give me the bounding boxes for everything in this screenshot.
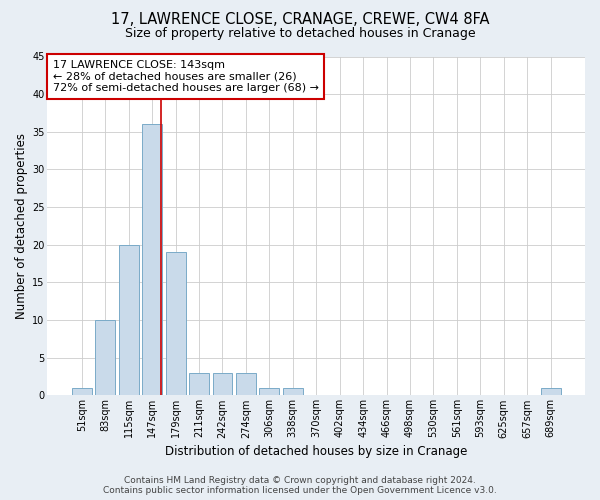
Text: 17 LAWRENCE CLOSE: 143sqm
← 28% of detached houses are smaller (26)
72% of semi-: 17 LAWRENCE CLOSE: 143sqm ← 28% of detac…	[53, 60, 319, 93]
Text: 17, LAWRENCE CLOSE, CRANAGE, CREWE, CW4 8FA: 17, LAWRENCE CLOSE, CRANAGE, CREWE, CW4 …	[111, 12, 489, 28]
X-axis label: Distribution of detached houses by size in Cranage: Distribution of detached houses by size …	[165, 444, 467, 458]
Bar	[236, 373, 256, 396]
Bar	[259, 388, 280, 396]
Bar	[72, 388, 92, 396]
Text: Contains public sector information licensed under the Open Government Licence v3: Contains public sector information licen…	[103, 486, 497, 495]
Bar	[119, 245, 139, 396]
Bar	[541, 388, 560, 396]
Text: Contains HM Land Registry data © Crown copyright and database right 2024.: Contains HM Land Registry data © Crown c…	[124, 476, 476, 485]
Bar	[283, 388, 303, 396]
Bar	[95, 320, 115, 396]
Bar	[189, 373, 209, 396]
Bar	[212, 373, 232, 396]
Bar	[166, 252, 185, 396]
Bar	[142, 124, 162, 396]
Y-axis label: Number of detached properties: Number of detached properties	[15, 133, 28, 319]
Text: Size of property relative to detached houses in Cranage: Size of property relative to detached ho…	[125, 28, 475, 40]
